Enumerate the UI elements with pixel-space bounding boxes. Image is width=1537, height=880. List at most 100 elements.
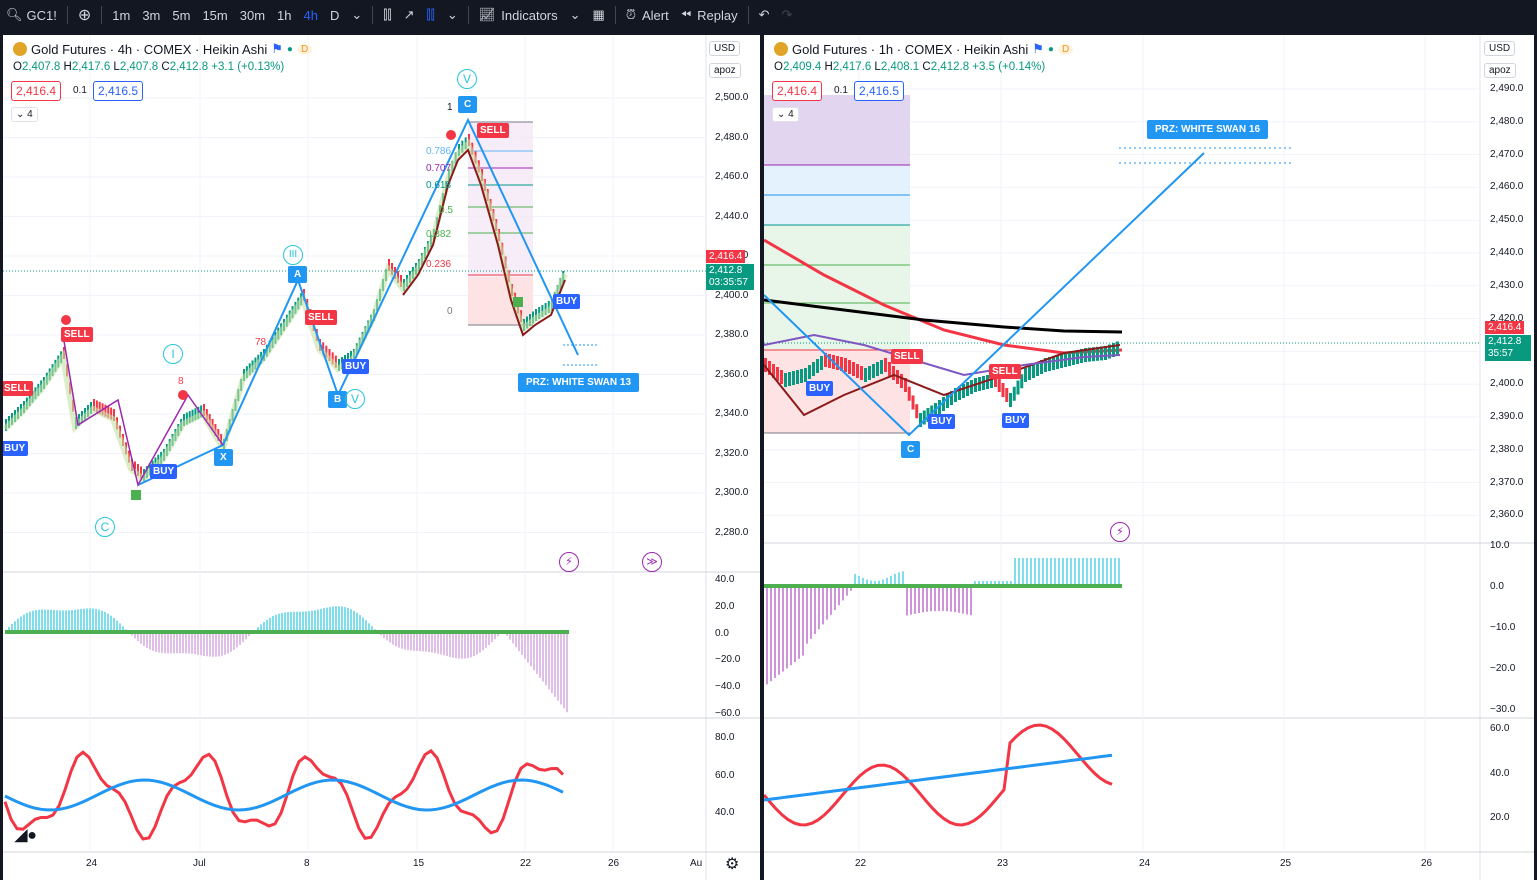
histogram-bar: [341, 606, 343, 632]
alert-button[interactable]: ⏰︎ Alert: [620, 0, 675, 30]
candle: [1096, 346, 1099, 361]
price-tick: −60.0: [715, 708, 741, 719]
price-tick: 10.0: [1490, 540, 1510, 551]
histogram-bar: [533, 632, 535, 671]
left-chart-canvas[interactable]: [3, 35, 760, 880]
histogram-bar: [368, 623, 370, 632]
histogram-bar: [269, 617, 271, 632]
histogram-bar: [149, 632, 151, 650]
layouts-button[interactable]: ▦: [587, 0, 611, 30]
histogram-bar: [1054, 558, 1056, 586]
interval-30m[interactable]: 30m: [239, 7, 266, 23]
left-sell-price-button[interactable]: 2,416.4: [11, 81, 62, 101]
histogram-bar: [1090, 558, 1092, 586]
right-chart-canvas[interactable]: [764, 35, 1534, 880]
candle: [1052, 356, 1055, 370]
histogram-bar: [914, 586, 916, 614]
fib-zone: [764, 95, 910, 165]
interval-4h[interactable]: 4h: [303, 7, 318, 23]
histogram-bar: [299, 611, 301, 632]
left-title[interactable]: Gold Futures · 4h · COMEX · Heikin Ashi: [31, 41, 268, 57]
histogram-bar: [830, 586, 832, 615]
histogram-bar: [347, 607, 349, 632]
price-tick: 2,280.0: [715, 526, 749, 538]
left-stepper[interactable]: ⌄ 4: [11, 107, 38, 122]
compare-button[interactable]: ⊕: [72, 0, 97, 30]
candle-type-button[interactable]: ⫿⫿: [377, 0, 397, 30]
histogram-bar: [152, 632, 154, 651]
histogram-bar: [71, 609, 73, 632]
histogram-bar: [203, 632, 205, 656]
pattern-point-a: A: [288, 266, 308, 283]
indicators-dropdown[interactable]: ⌄: [564, 0, 587, 30]
sell-tag: SELL: [61, 327, 93, 342]
histogram-bar: [308, 611, 310, 632]
histogram-bar: [488, 632, 490, 646]
left-buy-price-button[interactable]: 2,416.5: [93, 81, 144, 101]
candle: [388, 259, 390, 271]
right-scale-button[interactable]: apoz: [1484, 63, 1516, 78]
histogram-bar: [86, 608, 88, 632]
replay-button[interactable]: ⏪︎ Replay: [675, 0, 744, 30]
histogram-bar: [101, 610, 103, 632]
candle: [322, 342, 325, 355]
price-tick: 2,390.0: [1490, 411, 1524, 422]
histogram-bar: [209, 632, 211, 657]
flash-icon[interactable]: ⚡︎: [559, 552, 579, 572]
tradingview-logo[interactable]: ◢●: [15, 827, 37, 844]
flag-icon[interactable]: ⚑: [271, 41, 283, 56]
flash-icon[interactable]: ⚡︎: [1110, 522, 1130, 542]
interval-15m[interactable]: 15m: [202, 7, 228, 23]
candle: [1104, 346, 1107, 360]
candle: [776, 367, 779, 381]
histogram-bar: [886, 577, 888, 586]
left-low: 2,407.8: [119, 61, 159, 73]
forward-icon[interactable]: ≫: [642, 552, 662, 572]
histogram-bar: [834, 586, 836, 610]
histogram-bar: [1046, 558, 1048, 586]
heikin-ashi-button[interactable]: ⫿⫿: [421, 0, 441, 30]
right-sell-price-button[interactable]: 2,416.4: [772, 81, 823, 101]
histogram-bar: [479, 632, 481, 653]
histogram-bar: [26, 612, 28, 632]
price-tick: −30.0: [1490, 704, 1516, 715]
left-change: +3.1 (+0.13%): [211, 61, 285, 73]
interval-5m[interactable]: 5m: [172, 7, 191, 23]
interval-D[interactable]: D: [329, 7, 340, 23]
chart-type-dropdown[interactable]: ⌄: [441, 0, 464, 30]
prz-label-right[interactable]: PRZ: WHITE SWAN 16: [1147, 120, 1269, 139]
interval-1m[interactable]: 1m: [112, 7, 131, 23]
settings-gear-icon[interactable]: ⚙︎: [725, 856, 740, 873]
symbol-search[interactable]: 🔍︎ GC1!: [0, 0, 63, 30]
right-currency-button[interactable]: USD: [1484, 41, 1516, 56]
indicators-button[interactable]: 📈︎ Indicators: [473, 0, 564, 30]
candle: [915, 404, 919, 419]
right-buy-price-button[interactable]: 2,416.5: [854, 81, 905, 101]
left-currency-button[interactable]: USD: [709, 41, 741, 56]
histogram-bar: [1094, 558, 1096, 586]
prz-label-left[interactable]: PRZ: WHITE SWAN 13: [518, 373, 640, 392]
replay-label: Replay: [697, 7, 738, 23]
histogram-bar: [954, 586, 956, 613]
histogram-bar: [230, 632, 232, 652]
right-title[interactable]: Gold Futures · 1h · COMEX · Heikin Ashi: [792, 41, 1029, 57]
left-scale-button[interactable]: apoz: [709, 63, 741, 78]
left-chart-pane[interactable]: Gold Futures · 4h · COMEX · Heikin Ashi …: [3, 35, 760, 880]
histogram-bar: [1006, 581, 1008, 586]
price-axis-bg: [706, 35, 760, 880]
right-stepper[interactable]: ⌄ 4: [772, 107, 799, 122]
candle: [334, 355, 337, 368]
histogram-bar: [566, 632, 568, 713]
histogram-bar: [260, 624, 262, 632]
redo-button[interactable]: ↷: [776, 0, 799, 30]
price-tick: 2,440.0: [715, 210, 749, 222]
line-type-button[interactable]: ↗: [398, 0, 421, 30]
undo-button[interactable]: ↶: [753, 0, 776, 30]
interval-1h[interactable]: 1h: [277, 7, 292, 23]
right-chart-pane[interactable]: Gold Futures · 1h · COMEX · Heikin Ashi …: [764, 35, 1534, 880]
histogram-bar: [155, 632, 157, 652]
interval-3m[interactable]: 3m: [142, 7, 161, 23]
flag-icon[interactable]: ⚑: [1032, 41, 1044, 56]
interval-dropdown[interactable]: ⌄: [345, 0, 368, 30]
candle: [110, 407, 113, 420]
